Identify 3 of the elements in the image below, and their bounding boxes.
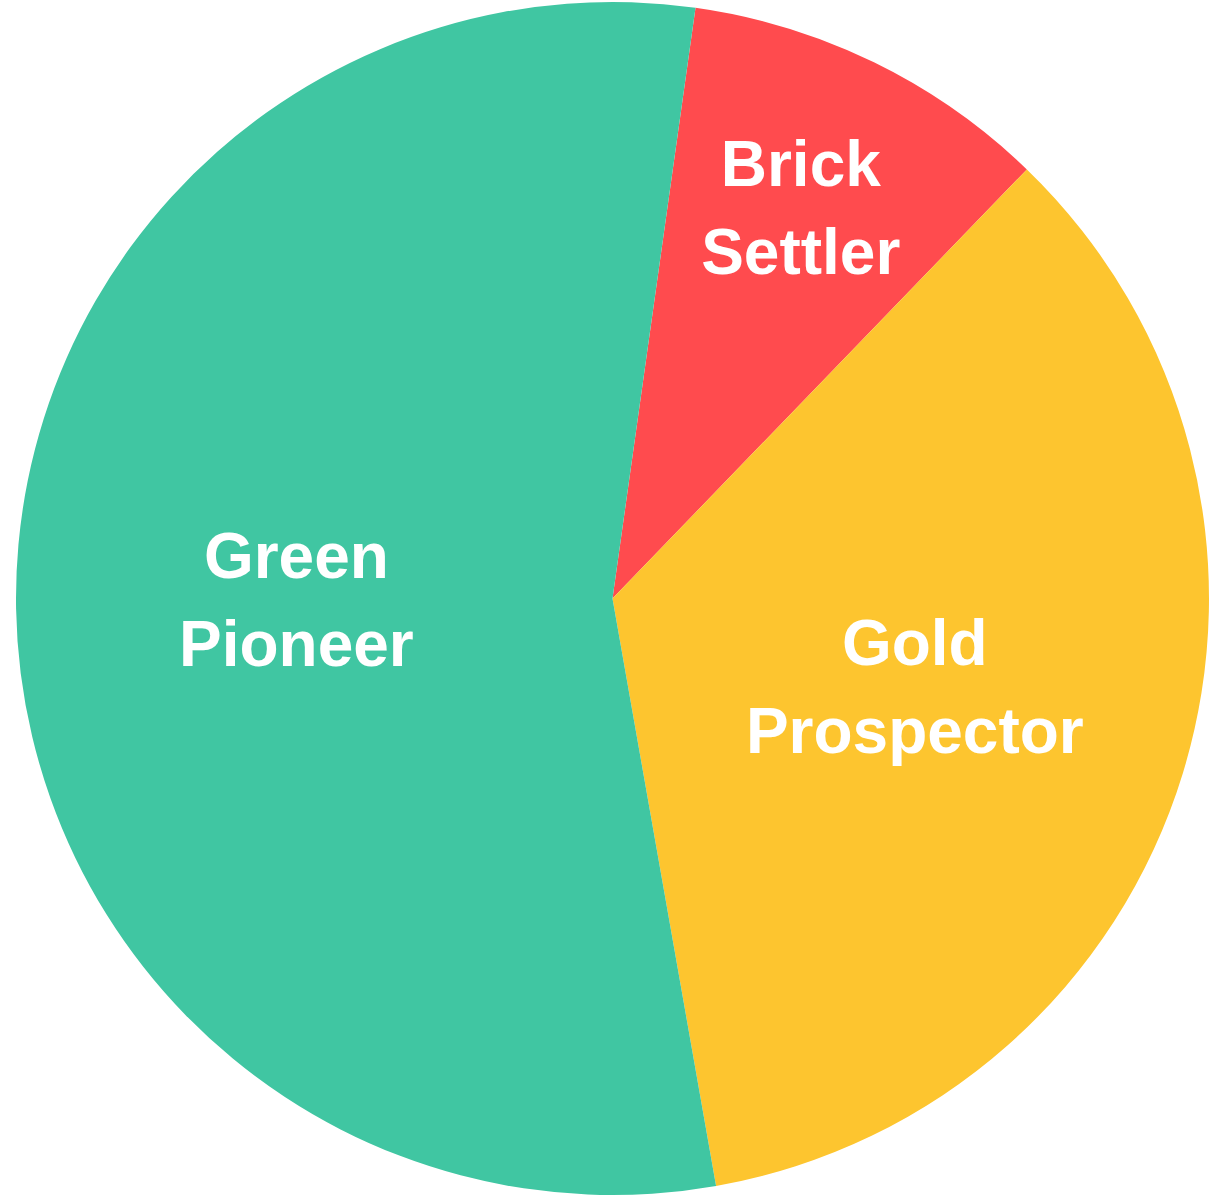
slice-label: Green Pioneer	[179, 519, 414, 680]
slice-label: Gold Prospector	[745, 606, 1084, 767]
slice-label: Brick Settler	[701, 128, 901, 289]
